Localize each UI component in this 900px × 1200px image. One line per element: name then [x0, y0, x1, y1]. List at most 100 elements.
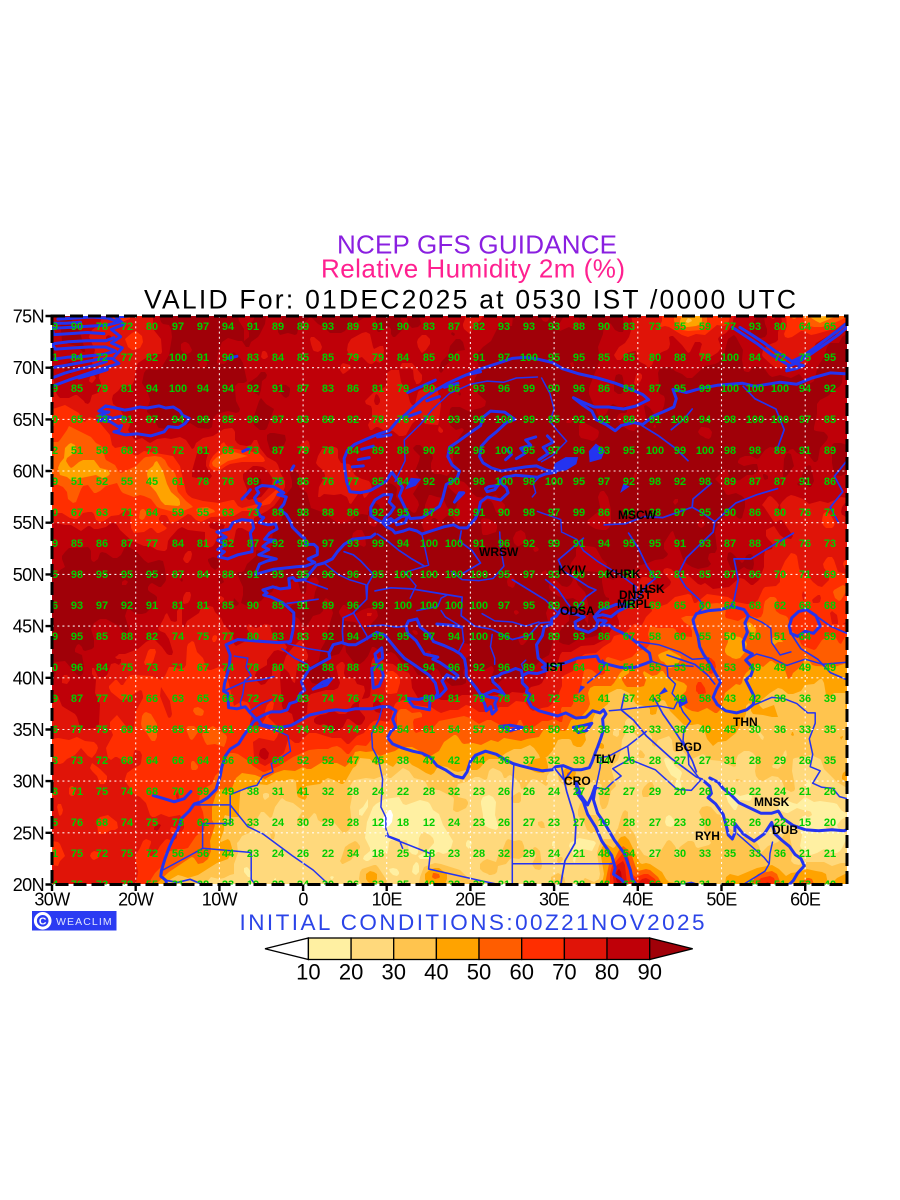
svg-text:85: 85 — [71, 383, 83, 395]
svg-text:95: 95 — [71, 631, 83, 643]
svg-text:28: 28 — [347, 817, 359, 829]
svg-text:79: 79 — [322, 724, 334, 736]
svg-text:58: 58 — [699, 662, 711, 674]
svg-text:93: 93 — [473, 383, 485, 395]
svg-text:94: 94 — [197, 383, 210, 395]
svg-text:89: 89 — [448, 507, 460, 519]
svg-text:61: 61 — [423, 724, 435, 736]
svg-text:56: 56 — [197, 848, 209, 860]
svg-text:98: 98 — [699, 476, 711, 488]
svg-text:93: 93 — [573, 631, 585, 643]
svg-text:50: 50 — [548, 724, 560, 736]
svg-text:100: 100 — [771, 414, 789, 426]
svg-text:65: 65 — [222, 445, 234, 457]
svg-text:85: 85 — [222, 600, 234, 612]
svg-text:62: 62 — [774, 600, 786, 612]
svg-text:87: 87 — [724, 569, 736, 581]
svg-text:98: 98 — [523, 476, 535, 488]
svg-text:91: 91 — [372, 321, 384, 333]
svg-text:27: 27 — [523, 817, 535, 829]
svg-text:82: 82 — [146, 352, 158, 364]
svg-text:25: 25 — [397, 879, 409, 891]
svg-text:74: 74 — [46, 879, 59, 891]
svg-text:88: 88 — [397, 445, 409, 457]
svg-text:96: 96 — [71, 662, 83, 674]
svg-text:41: 41 — [297, 786, 309, 798]
svg-text:87: 87 — [649, 383, 661, 395]
svg-text:26: 26 — [824, 786, 836, 798]
svg-text:72: 72 — [774, 352, 786, 364]
svg-text:92: 92 — [623, 476, 635, 488]
svg-text:98: 98 — [523, 507, 535, 519]
svg-text:72: 72 — [146, 848, 158, 860]
svg-text:95: 95 — [297, 569, 309, 581]
svg-text:28: 28 — [623, 817, 635, 829]
svg-text:23: 23 — [548, 817, 560, 829]
svg-text:90: 90 — [46, 662, 58, 674]
svg-text:98: 98 — [749, 445, 761, 457]
svg-text:59: 59 — [699, 321, 711, 333]
svg-text:90: 90 — [423, 445, 435, 457]
svg-text:27: 27 — [573, 817, 585, 829]
svg-text:78: 78 — [699, 352, 711, 364]
svg-text:100: 100 — [746, 383, 764, 395]
svg-text:21: 21 — [799, 848, 811, 860]
svg-text:87: 87 — [172, 569, 184, 581]
svg-text:91: 91 — [523, 631, 535, 643]
svg-text:100: 100 — [520, 352, 538, 364]
svg-text:29: 29 — [774, 755, 786, 767]
svg-text:83: 83 — [623, 383, 635, 395]
svg-text:WRSW: WRSW — [479, 545, 519, 559]
svg-text:38: 38 — [598, 724, 610, 736]
svg-text:99: 99 — [523, 414, 535, 426]
svg-text:99: 99 — [372, 600, 384, 612]
svg-text:20: 20 — [674, 786, 686, 798]
svg-text:79: 79 — [347, 352, 359, 364]
svg-text:66: 66 — [172, 755, 184, 767]
svg-text:60: 60 — [699, 600, 711, 612]
svg-text:80: 80 — [595, 960, 619, 985]
svg-text:83: 83 — [297, 693, 309, 705]
svg-text:88: 88 — [623, 414, 635, 426]
svg-text:81: 81 — [121, 383, 133, 395]
svg-text:93: 93 — [322, 321, 334, 333]
svg-text:72: 72 — [96, 755, 108, 767]
svg-text:RYH: RYH — [695, 829, 720, 843]
svg-text:45N: 45N — [13, 617, 44, 637]
svg-text:20E: 20E — [455, 890, 486, 910]
svg-text:29: 29 — [322, 817, 334, 829]
svg-text:68: 68 — [121, 445, 133, 457]
svg-text:36: 36 — [799, 693, 811, 705]
svg-text:98: 98 — [724, 445, 736, 457]
svg-text:77: 77 — [71, 724, 83, 736]
svg-text:71: 71 — [71, 786, 83, 798]
svg-text:43: 43 — [724, 879, 736, 891]
svg-text:92: 92 — [674, 476, 686, 488]
svg-text:95: 95 — [548, 352, 560, 364]
svg-text:28: 28 — [649, 755, 661, 767]
svg-text:80: 80 — [774, 321, 786, 333]
svg-text:88: 88 — [749, 538, 761, 550]
svg-text:71: 71 — [824, 507, 836, 519]
svg-text:73: 73 — [96, 414, 108, 426]
svg-text:100: 100 — [696, 445, 714, 457]
svg-text:28: 28 — [473, 848, 485, 860]
svg-text:32: 32 — [448, 786, 460, 798]
svg-text:100: 100 — [420, 538, 438, 550]
svg-text:33: 33 — [749, 848, 761, 860]
svg-text:99: 99 — [46, 631, 58, 643]
svg-text:60: 60 — [674, 631, 686, 643]
svg-text:22: 22 — [272, 879, 284, 891]
svg-text:70: 70 — [272, 724, 284, 736]
svg-text:76: 76 — [322, 476, 334, 488]
svg-text:70: 70 — [774, 569, 786, 581]
svg-text:53: 53 — [724, 662, 736, 674]
svg-text:97: 97 — [197, 321, 209, 333]
svg-text:93: 93 — [498, 321, 510, 333]
svg-text:86: 86 — [598, 631, 610, 643]
svg-text:68: 68 — [146, 786, 158, 798]
svg-text:28: 28 — [573, 879, 585, 891]
svg-text:37: 37 — [523, 755, 535, 767]
svg-text:83: 83 — [297, 414, 309, 426]
svg-text:27: 27 — [623, 786, 635, 798]
